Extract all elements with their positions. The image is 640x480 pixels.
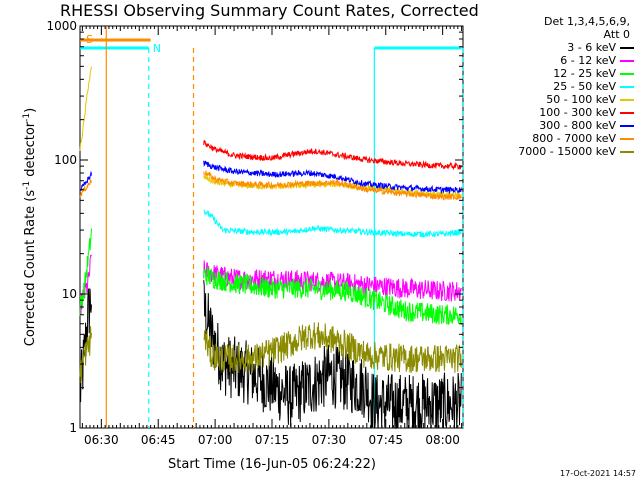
legend-item: 50 - 100 keV [440, 93, 640, 106]
x-tick-label: 06:30 [84, 433, 119, 447]
flag-layer: SN [80, 33, 462, 55]
x-tick-label: 07:00 [198, 433, 233, 447]
legend-item: 100 - 300 keV [440, 106, 640, 119]
legend-swatch [620, 86, 634, 88]
legend-swatch [620, 99, 634, 101]
legend-item: 800 - 7000 keV [440, 132, 640, 145]
legend-swatch [620, 125, 634, 127]
y-tick-label: 10 [62, 287, 77, 301]
legend-item: 7000 - 15000 keV [440, 145, 640, 158]
legend-item-label: 50 - 100 keV [546, 93, 616, 106]
legend-swatch [620, 151, 634, 153]
series-line [203, 140, 462, 171]
y-tick-label: 1000 [46, 19, 77, 33]
vline-layer [105, 26, 464, 428]
legend-item-label: 3 - 6 keV [567, 41, 616, 54]
x-tick-label: 07:15 [255, 433, 290, 447]
series-line [203, 265, 462, 326]
generation-timestamp: 17-Oct-2021 14:57 [560, 469, 636, 478]
series-line [203, 322, 462, 375]
series-line [203, 209, 462, 238]
legend-header-line2: Att 0 [603, 28, 630, 41]
series-layer [79, 66, 462, 430]
legend-item-label: 6 - 12 keV [560, 54, 616, 67]
x-axis-label: Start Time (16-Jun-05 06:24:22) [168, 457, 376, 472]
legend-item-label: 800 - 7000 keV [532, 132, 616, 145]
legend-swatch [620, 73, 634, 75]
x-tick-label: 06:45 [141, 433, 176, 447]
y-axis-label: Corrected Count Rate (s-1 detector-1) [22, 108, 38, 346]
x-tick-label: 08:00 [425, 433, 460, 447]
flag-label: S [86, 33, 93, 46]
x-tick-label: 07:45 [368, 433, 403, 447]
legend-swatch [620, 112, 634, 114]
series-line [79, 171, 92, 191]
legend-item: 12 - 25 keV [440, 67, 640, 80]
series-line [79, 66, 92, 151]
series-line [79, 228, 92, 316]
series-line [203, 170, 462, 201]
legend-item-label: 100 - 300 keV [539, 106, 616, 119]
series-line [79, 326, 92, 384]
series-line [203, 160, 462, 195]
legend-swatch [620, 60, 634, 62]
legend-item-label: 300 - 800 keV [539, 119, 616, 132]
legend-item-label: 7000 - 15000 keV [518, 145, 616, 158]
flag-label: N [153, 42, 161, 55]
legend-item-label: 25 - 50 keV [553, 80, 616, 93]
legend-item: 25 - 50 keV [440, 80, 640, 93]
legend: 3 - 6 keV 6 - 12 keV 12 - 25 keV 25 - 50 ke… [440, 41, 640, 171]
series-line [79, 178, 92, 198]
chart-title: RHESSI Observing Summary Count Rates, Co… [60, 1, 479, 20]
y-tick-label: 1 [69, 421, 77, 435]
legend-item: 3 - 6 keV [440, 41, 640, 54]
x-tick-label: 07:30 [312, 433, 347, 447]
x-axis: 06:30 06:45 07:00 07:15 07:30 07:45 08:00 [81, 26, 463, 447]
legend-header-line1: Det 1,3,4,5,6,9, [543, 15, 630, 28]
legend-swatch [620, 138, 634, 140]
legend-item: 6 - 12 keV [440, 54, 640, 67]
legend-swatch [620, 47, 634, 49]
y-axis: 1 10 100 1000 [46, 19, 463, 435]
y-tick-label: 100 [54, 153, 77, 167]
legend-item: 300 - 800 keV [440, 119, 640, 132]
legend-item-label: 12 - 25 keV [553, 67, 616, 80]
